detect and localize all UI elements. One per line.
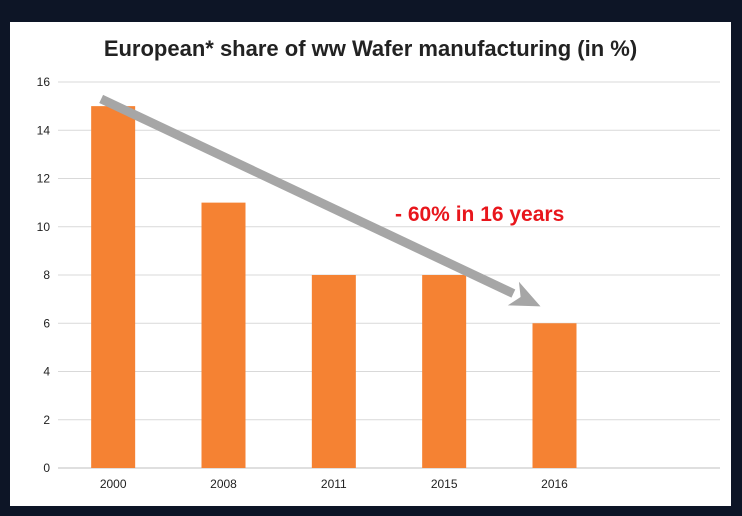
x-tick-label: 2000 (100, 477, 127, 491)
bar-2000 (91, 106, 136, 468)
annotation-text: - 60% in 16 years (395, 203, 564, 226)
bar-2016 (532, 323, 577, 468)
bar-2011 (311, 275, 356, 468)
bars (91, 106, 577, 468)
y-tick-label: 0 (43, 461, 50, 475)
x-tick-label: 2008 (210, 477, 237, 491)
gridlines (58, 81, 720, 469)
y-tick-label: 6 (43, 316, 50, 330)
y-tick-label: 14 (37, 123, 51, 137)
y-tick-label: 4 (43, 365, 50, 379)
y-tick-label: 12 (37, 172, 51, 186)
chart-frame: European* share of ww Wafer manufacturin… (10, 22, 731, 506)
y-tick-labels: 0 2 4 6 8 10 12 14 16 (37, 75, 51, 475)
y-tick-label: 10 (37, 220, 51, 234)
chart-title: European* share of ww Wafer manufacturin… (103, 36, 638, 61)
bar-2008 (201, 202, 246, 468)
arrow-shaft (99, 94, 516, 298)
x-tick-label: 2016 (541, 477, 568, 491)
chart-svg: 0 2 4 6 8 10 12 14 16 2000 2008 2011 2015 2016 - 60%… (37, 75, 720, 491)
x-tick-labels: 2000 2008 2011 2015 2016 (100, 477, 568, 491)
trend-arrow (99, 94, 541, 307)
y-tick-label: 16 (37, 75, 51, 89)
y-tick-label: 8 (43, 268, 50, 282)
bar-2015 (422, 275, 467, 468)
arrow-head (507, 281, 541, 307)
x-tick-label: 2011 (321, 477, 347, 491)
x-tick-label: 2015 (431, 477, 458, 491)
y-tick-label: 2 (43, 413, 50, 427)
